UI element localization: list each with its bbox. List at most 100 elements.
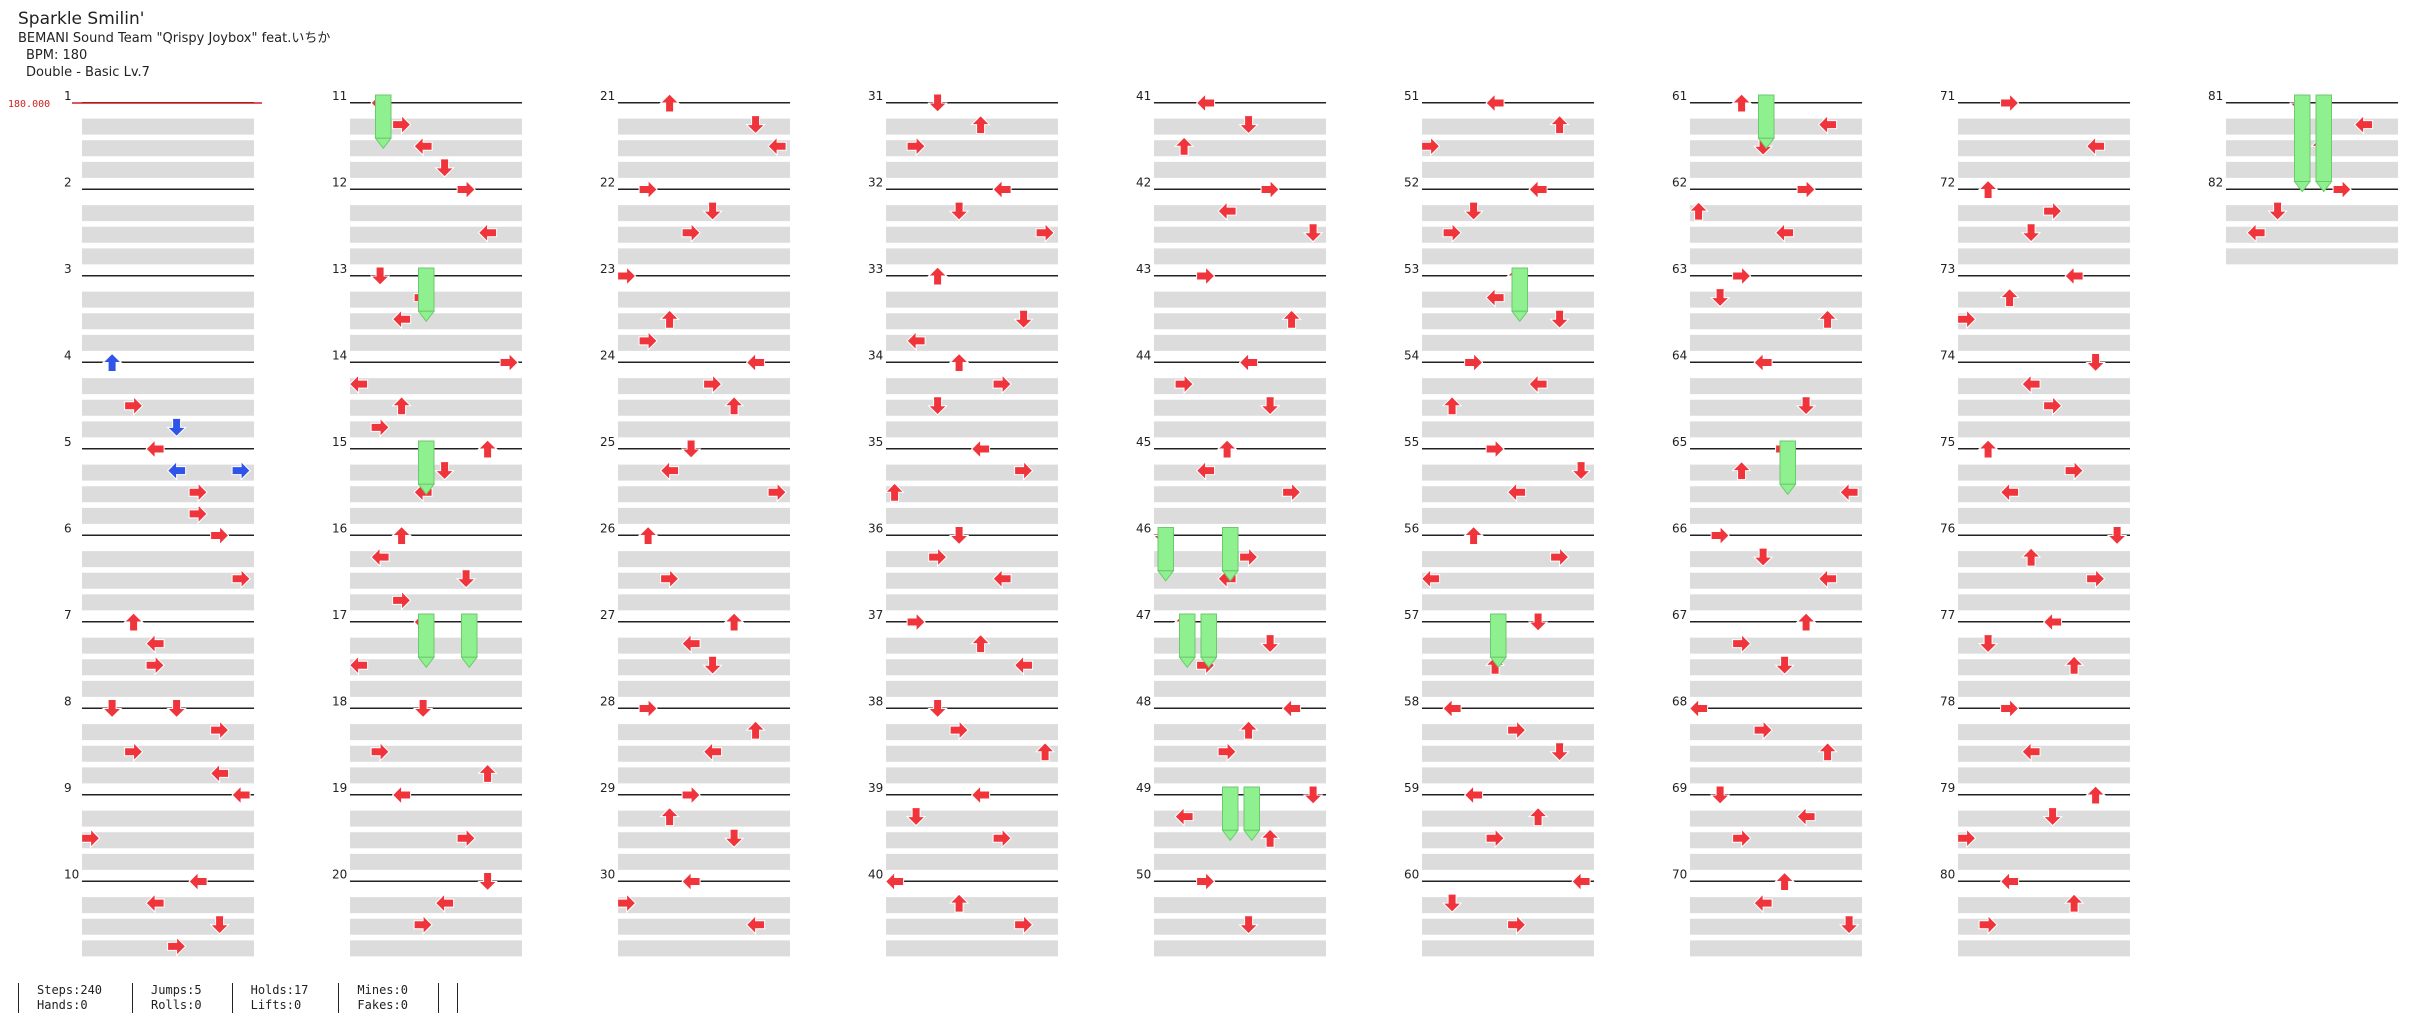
step-arrow-u (948, 352, 970, 372)
step-arrow-r (124, 395, 144, 416)
step-arrow-u (1259, 828, 1281, 848)
step-arrow-r (703, 373, 723, 395)
measure-number: 11 (332, 89, 347, 103)
measure-30: 30 (600, 868, 790, 957)
beat-band (1154, 313, 1326, 330)
measure-line (618, 188, 790, 190)
beat-band (1422, 572, 1594, 589)
step-arrow-r (392, 590, 412, 611)
step-arrow-r (1957, 828, 1977, 849)
step-arrow-d (927, 699, 948, 719)
step-arrow-r (638, 330, 658, 352)
hold-note (374, 94, 393, 150)
beat-band (1422, 659, 1594, 676)
beat-band (886, 507, 1058, 524)
hold-note (1221, 527, 1240, 582)
beat-band (1422, 226, 1594, 243)
measure-number: 52 (1404, 176, 1419, 190)
step-arrow-d (905, 807, 927, 827)
step-arrow-r (681, 784, 701, 806)
beat-band (618, 767, 790, 784)
beat-band (1154, 572, 1326, 589)
beat-band (82, 659, 254, 676)
measure-number: 42 (1136, 176, 1151, 190)
beat-band (1422, 334, 1594, 351)
step-arrow-d (1838, 915, 1860, 935)
step-arrow-l (1013, 655, 1034, 676)
measure-line (350, 448, 522, 450)
rolls-count: Rolls:0 (151, 998, 202, 1012)
beat-band (1958, 140, 2130, 157)
measure-line (350, 188, 522, 190)
step-arrow-d (101, 699, 123, 719)
measure-line (886, 707, 1058, 709)
step-arrow-r (2000, 92, 2020, 114)
measure-number: 10 (64, 868, 79, 882)
measure-number: 4 (64, 349, 72, 363)
step-arrow-l (1796, 806, 1816, 827)
song-title: Sparkle Smilin' (18, 9, 145, 29)
step-arrow-u (970, 114, 991, 135)
measure-48: 48 (1136, 695, 1326, 784)
step-arrow-u (391, 525, 412, 545)
beat-band (1154, 637, 1326, 654)
beat-band (1958, 161, 2130, 178)
beat-band (618, 724, 790, 741)
beat-band (618, 940, 790, 957)
step-arrow-l (2246, 222, 2266, 243)
hold-note (2314, 94, 2333, 193)
beat-band (1690, 767, 1862, 784)
step-arrow-l (348, 655, 369, 676)
measure-number: 63 (1672, 262, 1687, 276)
beat-band (1154, 897, 1326, 914)
beat-band (886, 745, 1058, 762)
step-arrow-l (391, 309, 412, 330)
beat-band (1154, 161, 1326, 178)
step-arrow-r (992, 828, 1012, 849)
chart-stats: Steps:240 Hands:0 Jumps:5 Rolls:0 Holds:17… (18, 983, 458, 1013)
beat-band (1154, 767, 1326, 784)
measure-number: 13 (332, 262, 347, 276)
step-arrow-l (1839, 482, 1859, 503)
measure-number: 15 (332, 435, 347, 449)
measure-number: 32 (868, 176, 883, 190)
beat-band (1154, 140, 1326, 157)
measure-31: 31 (868, 89, 1058, 178)
measure-number: 18 (332, 695, 347, 709)
step-arrow-u (123, 612, 144, 632)
step-arrow-d (2085, 353, 2106, 373)
beat-band (1958, 334, 2130, 351)
beat-band (618, 205, 790, 222)
measure-35: 35 (868, 435, 1058, 524)
measure-number: 9 (64, 781, 72, 795)
beat-band (886, 832, 1058, 849)
step-arrow-r (949, 719, 969, 741)
beat-band (82, 291, 254, 308)
jumps-count: Jumps:5 (151, 983, 202, 997)
beat-band (618, 421, 790, 438)
step-arrow-d (1774, 655, 1795, 675)
hold-note (417, 440, 436, 496)
beat-band (1958, 897, 2130, 914)
measure-number: 64 (1672, 349, 1687, 363)
step-arrow-l (1195, 92, 1216, 114)
step-arrow-d (1259, 634, 1281, 654)
measure-line (82, 448, 254, 450)
measure-42: 42 (1136, 176, 1326, 265)
measure-line (82, 275, 254, 277)
measure-54: 54 (1404, 349, 1594, 438)
measure-13: 13 (332, 262, 522, 351)
beat-band (1422, 248, 1594, 265)
step-arrow-u (1463, 525, 1484, 545)
song-artist: BEMANI Sound Team "Qrispy Joybox" feat.い… (18, 31, 331, 46)
measure-line (886, 621, 1058, 623)
beat-band (618, 226, 790, 243)
beat-band (350, 940, 522, 957)
measure-number: 19 (332, 781, 347, 795)
beat-band (350, 832, 522, 849)
beat-band (1958, 464, 2130, 481)
beat-band (886, 659, 1058, 676)
measure-73: 73 (1940, 262, 2130, 351)
step-arrow-l (145, 438, 165, 460)
measure-number: 44 (1136, 349, 1151, 363)
